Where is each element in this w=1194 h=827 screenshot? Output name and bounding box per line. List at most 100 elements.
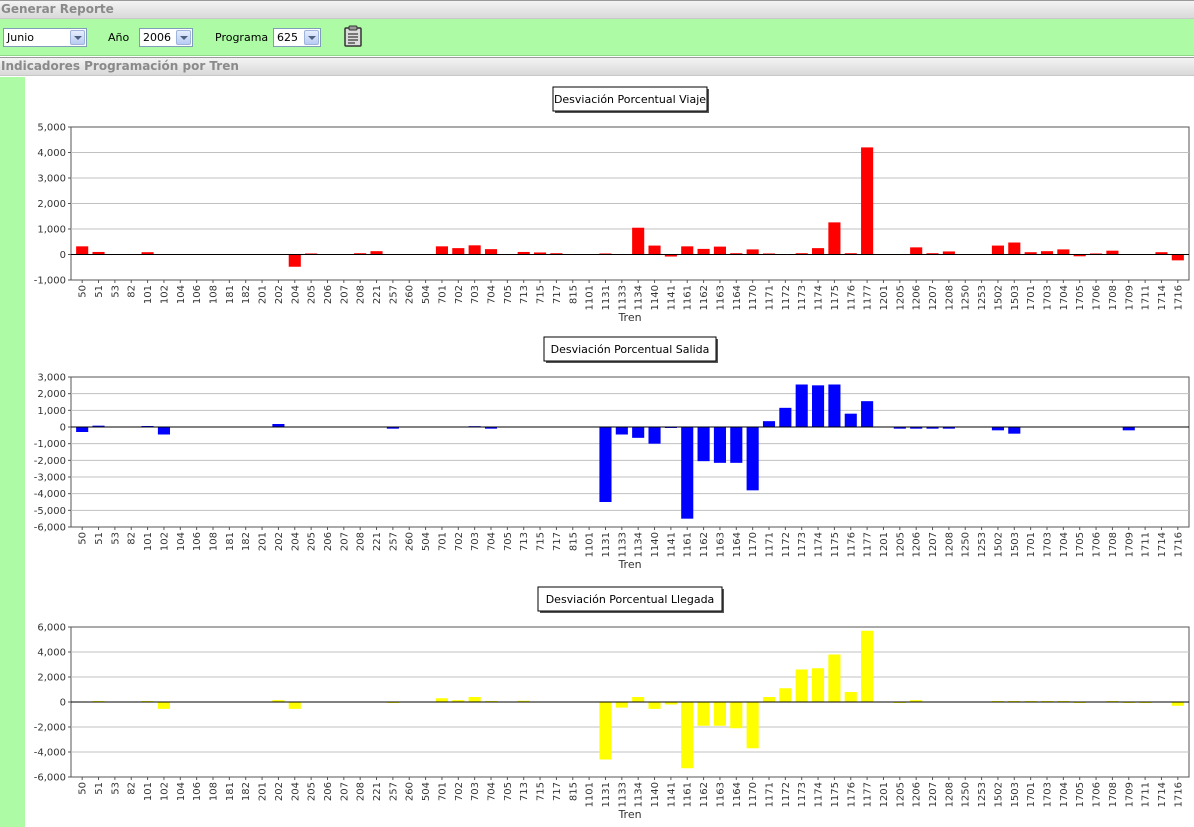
x-tick-label: 1172 <box>781 532 792 557</box>
x-tick-label: 1173 <box>797 782 808 807</box>
x-tick-label: 1101 <box>585 285 596 310</box>
bar <box>991 427 1004 431</box>
x-tick-label: 104 <box>176 782 187 801</box>
x-tick-label: 1140 <box>650 782 661 807</box>
chevron-down-icon[interactable] <box>304 30 319 45</box>
x-tick-label: 713 <box>519 782 530 801</box>
y-tick-label: -6,000 <box>34 773 66 784</box>
program-label: Programa <box>215 31 269 44</box>
y-tick-label: 4,000 <box>37 648 66 659</box>
bar <box>615 702 628 708</box>
bar <box>910 247 923 255</box>
bar <box>468 697 481 702</box>
x-tick-label: 1714 <box>1157 782 1168 807</box>
x-tick-label: 108 <box>209 532 220 551</box>
x-tick-label: 704 <box>487 285 498 304</box>
bar <box>844 413 857 427</box>
x-tick-label: 202 <box>274 782 285 801</box>
x-tick-label: 1708 <box>1108 532 1119 557</box>
x-tick-label: 1208 <box>944 532 955 557</box>
bar <box>730 702 743 729</box>
bar <box>615 427 628 435</box>
x-tick-label: 1164 <box>732 532 743 557</box>
bar <box>762 253 776 255</box>
x-tick-label: 50 <box>78 782 89 795</box>
bar <box>1024 252 1037 255</box>
x-tick-label: 182 <box>241 782 252 801</box>
x-tick-label: 504 <box>421 532 432 551</box>
bar <box>1171 702 1184 706</box>
bar <box>828 222 841 255</box>
x-tick-label: 257 <box>388 285 399 304</box>
x-tick-label: 815 <box>568 782 579 801</box>
bar <box>762 421 776 427</box>
year-select[interactable]: 2006 <box>139 28 193 47</box>
y-tick-label: 6,000 <box>37 623 66 634</box>
year-label: Año <box>108 31 130 44</box>
x-tick-label: 1708 <box>1108 782 1119 807</box>
month-select[interactable]: Junio <box>3 28 87 47</box>
report-header-title: Generar Reporte <box>1 2 114 16</box>
x-tick-label: 1164 <box>732 782 743 807</box>
x-tick-label: 50 <box>78 285 89 298</box>
bar <box>648 702 661 709</box>
bar <box>452 700 465 702</box>
bar <box>746 702 759 749</box>
x-tick-label: 201 <box>258 532 269 551</box>
bar <box>1040 251 1054 255</box>
bar <box>1057 249 1070 255</box>
x-tick-label: 1177 <box>863 782 874 807</box>
x-tick-label: 717 <box>552 285 563 304</box>
bar <box>648 245 661 255</box>
chevron-down-icon[interactable] <box>176 30 191 45</box>
y-tick-label: -2,000 <box>34 456 66 467</box>
x-tick-label: 1205 <box>895 782 906 807</box>
x-tick-label: 1174 <box>814 285 825 310</box>
bar <box>157 702 170 709</box>
x-tick-label: 221 <box>372 532 383 551</box>
x-tick-label: 703 <box>470 782 481 801</box>
program-select[interactable]: 625 <box>273 28 321 47</box>
bar <box>713 246 726 255</box>
x-tick-label: 1201 <box>879 782 890 807</box>
x-tick-label: 1162 <box>699 782 710 807</box>
x-tick-label: 104 <box>176 532 187 551</box>
x-tick-label: 206 <box>323 782 334 801</box>
x-tick-label: 1709 <box>1124 285 1135 310</box>
x-tick-label: 1206 <box>912 532 923 557</box>
x-tick-label: 1162 <box>699 285 710 310</box>
x-tick-label: 1172 <box>781 782 792 807</box>
x-tick-label: 702 <box>454 285 465 304</box>
bar <box>550 253 563 255</box>
x-tick-label: 208 <box>356 285 367 304</box>
x-tick-label: 1706 <box>1092 532 1103 557</box>
x-tick-label: 701 <box>437 782 448 801</box>
bar <box>697 248 710 255</box>
section-title: Indicadores Programación por Tren <box>1 59 239 73</box>
generate-report-button[interactable] <box>343 25 363 47</box>
bar <box>681 246 694 255</box>
x-tick-label: 1708 <box>1108 285 1119 310</box>
bar <box>779 407 792 427</box>
x-tick-label: 1714 <box>1157 285 1168 310</box>
x-tick-label: 205 <box>307 782 318 801</box>
x-tick-label: 181 <box>225 532 236 551</box>
x-tick-label: 1716 <box>1173 782 1184 807</box>
chart-title: Desviación Porcentual Viaje <box>554 93 706 106</box>
chevron-down-icon[interactable] <box>70 30 85 45</box>
bar <box>828 654 841 702</box>
x-tick-label: 1207 <box>928 285 939 310</box>
x-tick-label: 1701 <box>1026 532 1037 557</box>
x-tick-label: 1173 <box>797 285 808 310</box>
x-tick-label: 1171 <box>765 782 776 807</box>
chart-1: Desviación Porcentual Viaje 5,000 4,000 3,0… <box>34 86 1190 324</box>
x-tick-label: 1174 <box>814 782 825 807</box>
x-tick-label: 1134 <box>634 782 645 807</box>
x-tick-label: 257 <box>388 782 399 801</box>
x-tick-label: 1250 <box>961 285 972 310</box>
x-tick-label: 206 <box>323 285 334 304</box>
x-tick-label: 1101 <box>585 782 596 807</box>
x-tick-label: 207 <box>339 285 350 304</box>
x-tick-label: 51 <box>94 532 105 545</box>
